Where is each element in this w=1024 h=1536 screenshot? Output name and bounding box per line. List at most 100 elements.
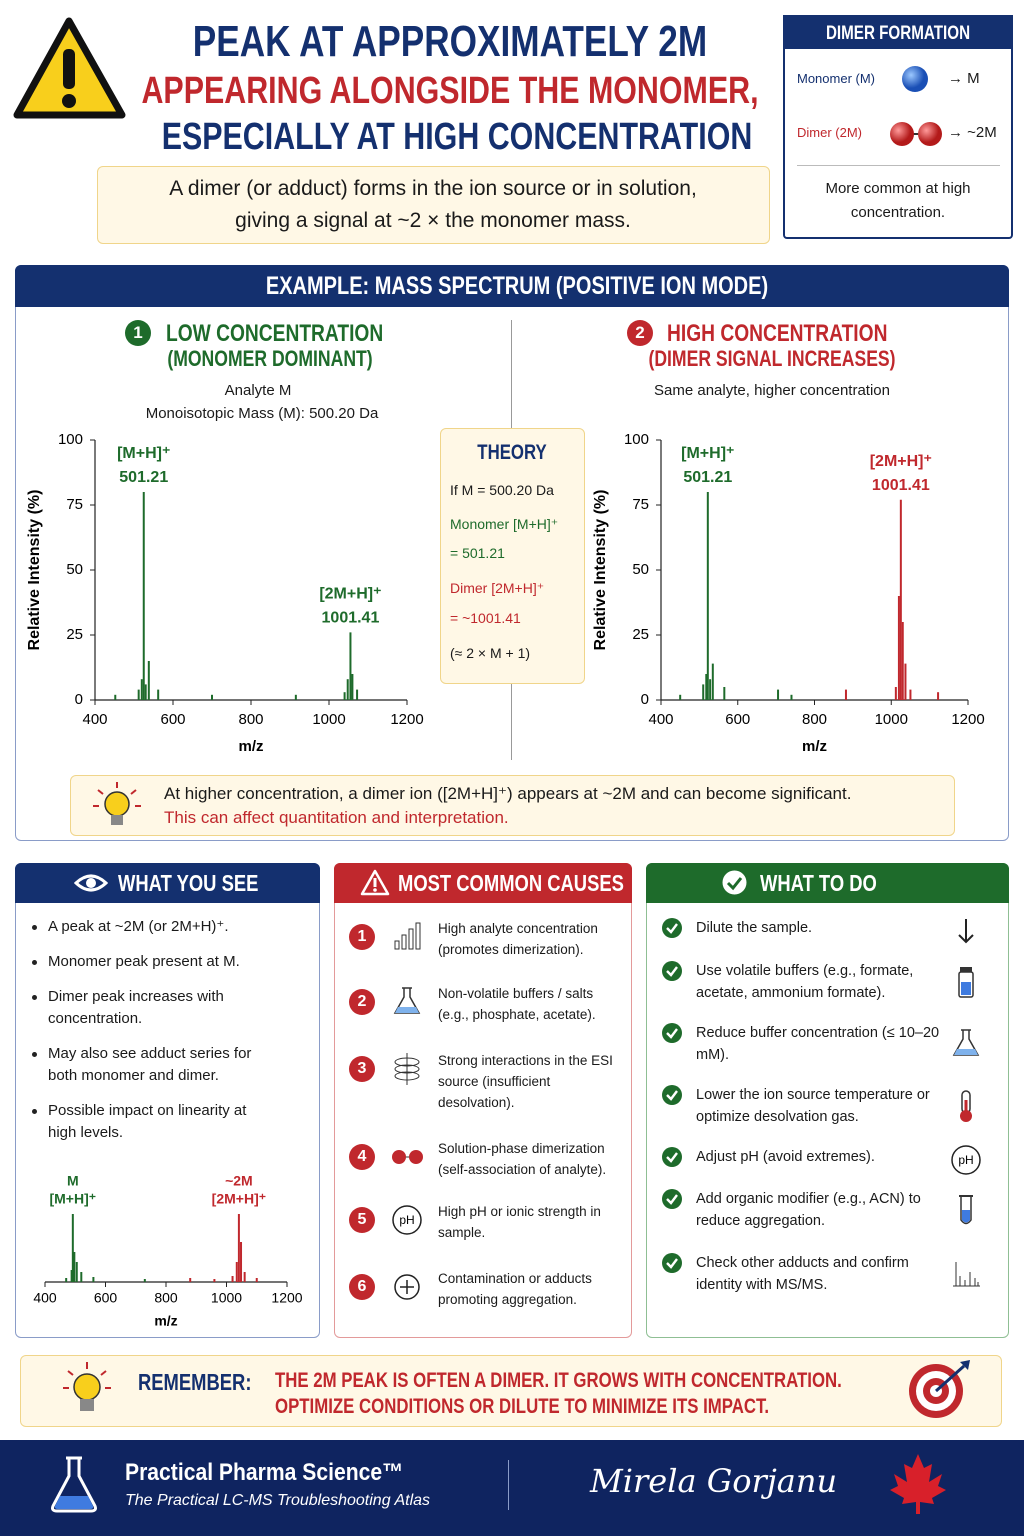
check-mark — [662, 1189, 682, 1209]
theory-line: = 501.21 — [450, 545, 505, 561]
icon-part — [392, 1205, 422, 1235]
icon-part — [73, 1373, 101, 1401]
check-mark — [662, 1023, 682, 1043]
todo-text: Dilute the sample. — [696, 920, 813, 936]
tip-line: At higher concentration, a dimer ion ([2… — [164, 784, 852, 803]
icon-part — [373, 878, 377, 887]
bullet-item: Possible impact on linearity at high lev… — [30, 1100, 253, 1144]
icon-part — [408, 928, 414, 950]
icon-part — [666, 966, 678, 977]
icon-part — [666, 1090, 678, 1101]
item-icon — [953, 1262, 980, 1287]
icon-part — [97, 789, 104, 795]
icon-part — [100, 1370, 107, 1376]
theory-box — [440, 428, 585, 684]
title-line: APPEARING ALONGSIDE THE MONOMER, — [141, 70, 759, 112]
chart-badge: 2 — [627, 320, 653, 346]
icon-part — [962, 1210, 970, 1223]
icon-part — [104, 791, 130, 817]
remember-line: OPTIMIZE CONDITIONS OR DILUTE TO MINIMIZ… — [275, 1395, 770, 1418]
tip-line: This can affect quantitation and interpr… — [164, 808, 509, 827]
chart-title: HIGH CONCENTRATION — [667, 320, 888, 347]
icon-part — [890, 122, 914, 146]
target-icon — [909, 1360, 970, 1418]
cause-number: 4 — [349, 1144, 375, 1170]
item-icon — [394, 1053, 420, 1085]
item-icon — [952, 1029, 980, 1056]
panel-title: WHAT YOU SEE — [118, 870, 259, 896]
divider — [797, 165, 1000, 166]
footer-tagline: The Practical LC-MS Troubleshooting Atla… — [125, 1492, 431, 1509]
signature: Mirela Gorjanu — [590, 1462, 838, 1500]
theory-title: THEORY — [477, 441, 547, 464]
icon-part — [958, 919, 974, 944]
bullet — [32, 995, 37, 1000]
cause-text: High pH or ionic strength in sample. — [438, 1204, 601, 1240]
item-icon: pH — [392, 1205, 422, 1235]
example-header — [15, 265, 1009, 307]
flask-icon — [51, 1456, 97, 1513]
chart-note: Same analyte, higher concentration — [654, 382, 890, 399]
icon-part — [63, 1362, 111, 1389]
theory-line: (≈ 2 × M + 1) — [450, 645, 531, 661]
cause-text: Contamination or adducts promoting aggre… — [438, 1271, 592, 1307]
remember-label: REMEMBER: — [138, 1369, 252, 1395]
bullet — [32, 960, 37, 965]
title-line: PEAK AT APPROXIMATELY 2M — [192, 17, 708, 66]
bullet-text: Dimer peak increases with concentration. — [48, 988, 224, 1027]
row-label: Monomer (M) — [797, 71, 876, 86]
theory-line: If M = 500.20 Da — [450, 482, 554, 498]
bullet-item: May also see adduct series for both mono… — [30, 1043, 253, 1087]
cause-number: 5 — [349, 1207, 375, 1233]
causes-header — [334, 863, 632, 903]
check-mark — [662, 1085, 682, 1105]
item-icon — [394, 922, 421, 950]
do-header — [646, 863, 1009, 903]
todo-text: Lower the ion source temperature or opti… — [696, 1087, 930, 1125]
icon-part — [662, 1147, 682, 1167]
todo-text: Check other adducts and confirm identity… — [696, 1255, 909, 1293]
bullet — [32, 1052, 37, 1057]
icon-text: pH — [958, 1153, 973, 1167]
icon-part — [394, 1071, 420, 1081]
cause-text: Strong interactions in the ESI source (i… — [438, 1053, 613, 1110]
icon-part — [662, 1253, 682, 1273]
item-icon — [393, 987, 421, 1014]
icon-part — [401, 934, 407, 950]
bullet-item: Dimer peak increases with concentration. — [30, 986, 253, 1030]
row-label: Dimer (2M) — [797, 125, 862, 140]
panel-title: MOST COMMON CAUSES — [398, 870, 624, 896]
bullet-text: May also see adduct series for both mono… — [48, 1045, 252, 1084]
example-title: EXAMPLE: MASS SPECTRUM (POSITIVE ION MOD… — [265, 272, 769, 300]
icon-part — [666, 1152, 678, 1163]
icon-part — [964, 1100, 968, 1114]
icon-part — [93, 782, 141, 807]
cause-text: Solution-phase dimerization (self-associ… — [438, 1141, 607, 1177]
item-icon — [960, 1090, 972, 1122]
check-mark — [662, 1253, 682, 1273]
chart-title: LOW CONCENTRATION — [166, 320, 384, 347]
icon-part — [80, 1399, 94, 1411]
icon-part — [415, 922, 421, 950]
summary-line: A dimer (or adduct) forms in the ion sou… — [169, 177, 697, 200]
tip-box — [70, 775, 955, 836]
check-mark — [662, 918, 682, 938]
see-header — [15, 863, 320, 903]
icon-part — [373, 888, 377, 892]
icon-part — [666, 1194, 678, 1205]
icon-part — [51, 1456, 97, 1513]
dimer-header — [783, 15, 1013, 49]
bullet-text: Possible impact on linearity at high lev… — [48, 1102, 247, 1141]
icon-part — [86, 878, 96, 888]
footer-brand: Practical Pharma Science™ — [125, 1459, 404, 1486]
molecule-icons — [890, 66, 942, 146]
icon-part — [394, 1064, 420, 1074]
icon-part — [890, 1454, 946, 1514]
item-icon: pH — [951, 1145, 981, 1175]
todo-text: Use volatile buffers (e.g., formate, ace… — [696, 963, 914, 1001]
icon-part — [67, 1370, 74, 1376]
icon-part — [62, 94, 76, 108]
check-mark — [662, 1147, 682, 1167]
todo-text: Adjust pH (avoid extremes). — [696, 1149, 875, 1165]
todo-text: Add organic modifier (e.g., ACN) to redu… — [696, 1191, 921, 1229]
